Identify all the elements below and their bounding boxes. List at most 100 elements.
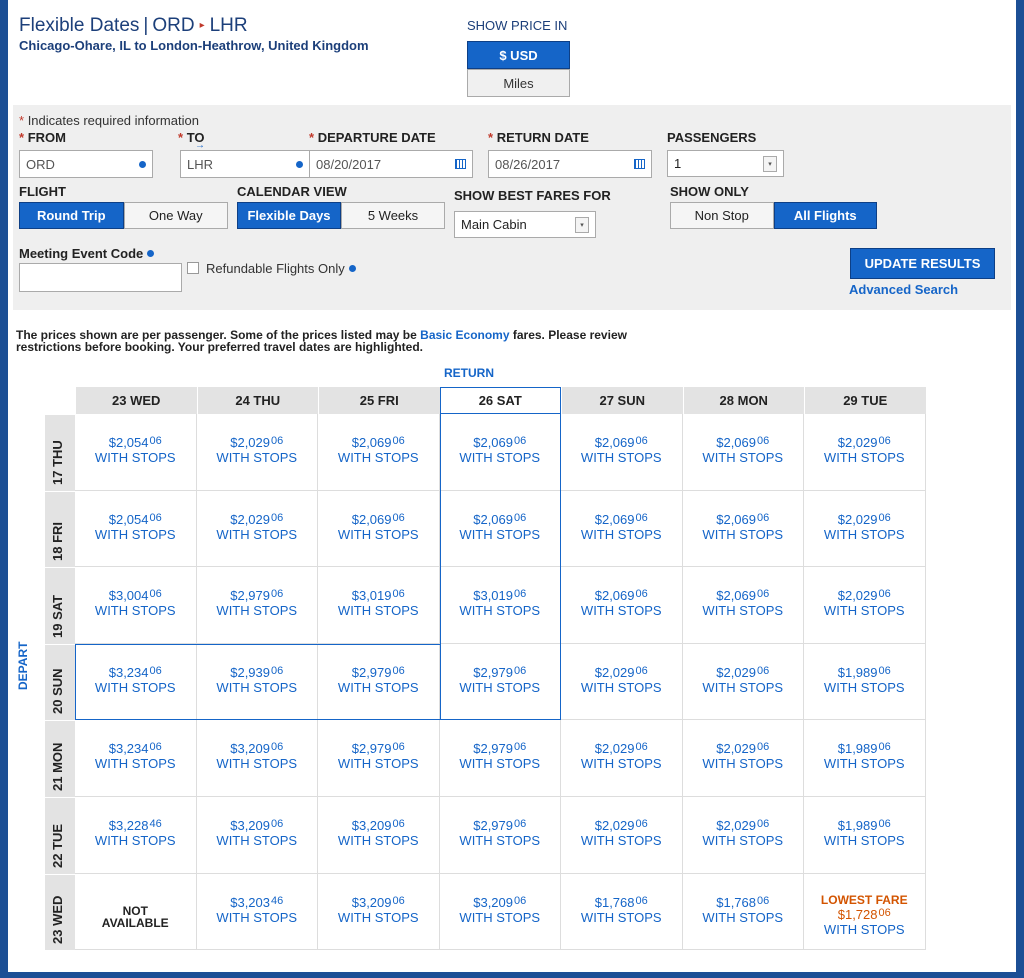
fare-cell[interactable]: $1,98906 WITH STOPS xyxy=(804,643,926,721)
fare-cell[interactable]: $2,06906 WITH STOPS xyxy=(682,567,804,644)
round-trip-button[interactable]: Round Trip xyxy=(19,202,124,229)
passengers-value: 1 xyxy=(674,156,682,171)
one-way-button[interactable]: One Way xyxy=(123,202,228,229)
fare-cell[interactable]: $2,06906 WITH STOPS xyxy=(561,414,683,491)
fare-cell[interactable]: $2,02906 WITH STOPS xyxy=(804,414,926,491)
fare-cell[interactable]: $2,97906 WITH STOPS xyxy=(439,797,561,874)
fare-cell[interactable]: $1,76806 WITH STOPS xyxy=(561,873,683,951)
fare-dollars: $3,203 xyxy=(230,894,270,910)
meeting-code-label-text: Meeting Event Code xyxy=(19,246,144,261)
fare-cell[interactable]: $2,06906 WITH STOPS xyxy=(318,414,440,491)
fare-cell[interactable]: $2,02906 WITH STOPS xyxy=(804,567,926,644)
fare-cell[interactable]: $2,02906 WITH STOPS xyxy=(561,797,683,874)
fare-cell[interactable]: $3,00406 WITH STOPS xyxy=(75,567,197,644)
usd-button[interactable]: $ USD xyxy=(467,41,570,69)
meeting-code-input[interactable] xyxy=(19,263,182,292)
show-only-toggle: Non Stop All Flights xyxy=(670,202,877,229)
depart-axis-label: DEPART xyxy=(16,641,30,690)
fare-cell[interactable]: $3,20906 WITH STOPS xyxy=(318,873,440,951)
swap-arrow-icon[interactable]: → xyxy=(195,140,205,151)
depart-date-header: 19 SAT xyxy=(45,567,75,644)
fare-cell[interactable]: $2,02906 WITH STOPS xyxy=(196,414,318,491)
from-input[interactable]: ORD xyxy=(19,150,153,178)
fare-cell[interactable]: $2,97906 WITH STOPS xyxy=(196,567,318,644)
fare-cell[interactable]: $1,76806 WITH STOPS xyxy=(682,873,804,951)
fare-cell[interactable]: $2,05406 WITH STOPS xyxy=(75,414,197,491)
dropdown-arrow-icon[interactable]: ▾ xyxy=(763,155,777,172)
depart-date-label: 17 THU xyxy=(50,439,65,485)
fare-cell[interactable]: $2,05406 WITH STOPS xyxy=(75,490,197,568)
departure-date-input[interactable]: 08/20/2017 xyxy=(309,150,473,178)
fare-cell[interactable]: $3,20906 WITH STOPS xyxy=(196,720,318,797)
fare-cell[interactable]: $3,23406 WITH STOPS xyxy=(75,720,197,797)
fare-cell[interactable]: $2,06906 WITH STOPS xyxy=(561,490,683,568)
all-flights-button[interactable]: All Flights xyxy=(773,202,877,229)
fare-price: $2,05406 xyxy=(75,434,196,450)
route-arrow-icon: ▸ xyxy=(199,20,205,31)
fare-cell[interactable]: $3,22846 WITH STOPS xyxy=(75,797,197,874)
update-results-button[interactable]: UPDATE RESULTS xyxy=(850,248,995,279)
fare-cell[interactable]: $2,06906 WITH STOPS xyxy=(561,567,683,644)
dropdown-arrow-icon[interactable]: ▾ xyxy=(575,216,589,233)
fare-cell[interactable]: LOWEST FARE $1,72806 WITH STOPS xyxy=(804,873,926,951)
fare-cell[interactable]: $2,02906 WITH STOPS xyxy=(561,720,683,797)
fare-cell[interactable]: $1,98906 WITH STOPS xyxy=(804,797,926,874)
fare-cell[interactable]: $2,97906 WITH STOPS xyxy=(318,643,440,721)
refundable-checkbox[interactable] xyxy=(187,262,199,274)
fare-price: $2,06906 xyxy=(561,511,682,527)
advanced-search-link[interactable]: Advanced Search xyxy=(849,282,959,297)
fare-price: $3,01906 xyxy=(318,587,439,603)
fare-cell[interactable]: $3,20906 WITH STOPS xyxy=(196,797,318,874)
refundable-label-text: Refundable Flights Only xyxy=(206,261,345,276)
fare-cell[interactable]: $2,02906 WITH STOPS xyxy=(561,643,683,721)
fare-cell[interactable]: $3,23406 WITH STOPS xyxy=(75,643,197,721)
fare-cell[interactable]: $2,06906 WITH STOPS xyxy=(318,490,440,568)
fare-cents: 06 xyxy=(757,511,770,524)
info-icon[interactable] xyxy=(147,250,155,257)
basic-economy-link[interactable]: Basic Economy xyxy=(420,328,510,342)
passengers-select[interactable]: 1 ▾ xyxy=(667,150,784,177)
with-stops-label: WITH STOPS xyxy=(337,756,419,772)
fare-cell[interactable]: $2,06906 WITH STOPS xyxy=(439,414,561,491)
location-pin-icon[interactable] xyxy=(296,160,303,168)
five-weeks-button[interactable]: 5 Weeks xyxy=(341,202,445,229)
fare-price: $3,20906 xyxy=(440,894,561,910)
fare-cell[interactable]: $3,20906 WITH STOPS xyxy=(439,873,561,951)
fare-cell[interactable]: $2,93906 WITH STOPS xyxy=(196,643,318,721)
fare-cell[interactable]: $1,98906 WITH STOPS xyxy=(804,720,926,797)
calendar-icon[interactable] xyxy=(634,159,645,169)
fare-cell[interactable]: $2,02906 WITH STOPS xyxy=(804,490,926,568)
fare-cell[interactable]: $2,97906 WITH STOPS xyxy=(318,720,440,797)
fare-cell[interactable]: $2,02906 WITH STOPS xyxy=(682,720,804,797)
to-input[interactable]: LHR xyxy=(180,150,310,178)
fare-cents: 06 xyxy=(757,664,770,677)
fare-dollars: $3,209 xyxy=(351,818,392,833)
route-description: Chicago-Ohare, IL to London-Heathrow, Un… xyxy=(19,38,369,53)
fare-cents: 06 xyxy=(878,741,891,754)
fare-cell[interactable]: $2,97906 WITH STOPS xyxy=(439,643,561,721)
cabin-select[interactable]: Main Cabin ▾ xyxy=(454,211,596,238)
fare-cell[interactable]: $3,20346 WITH STOPS xyxy=(196,873,318,951)
fare-cell[interactable]: $3,20906 WITH STOPS xyxy=(318,797,440,874)
fare-cents: 06 xyxy=(635,894,648,907)
fare-cell[interactable]: $2,97906 WITH STOPS xyxy=(439,720,561,797)
return-date-input[interactable]: 08/26/2017 xyxy=(488,150,652,178)
flexible-days-button[interactable]: Flexible Days xyxy=(237,202,341,229)
fare-cell[interactable]: $2,06906 WITH STOPS xyxy=(682,414,804,491)
fare-price: $2,06906 xyxy=(440,511,561,527)
calendar-icon[interactable] xyxy=(455,159,466,169)
return-date-header: 28 MON xyxy=(682,387,804,414)
fare-cell[interactable]: $3,01906 WITH STOPS xyxy=(439,567,561,644)
fare-cell[interactable]: $2,02906 WITH STOPS xyxy=(682,797,804,874)
location-pin-icon[interactable] xyxy=(139,160,146,168)
fare-cell[interactable]: $2,02906 WITH STOPS xyxy=(682,643,804,721)
fare-dollars: $2,054 xyxy=(108,511,149,527)
info-icon[interactable] xyxy=(348,265,356,272)
fare-dollars: $2,979 xyxy=(351,741,392,757)
non-stop-button[interactable]: Non Stop xyxy=(670,202,774,229)
fare-cell[interactable]: $3,01906 WITH STOPS xyxy=(318,567,440,644)
fare-cell[interactable]: $2,06906 WITH STOPS xyxy=(439,490,561,568)
miles-button[interactable]: Miles xyxy=(467,69,570,97)
fare-cell[interactable]: $2,02906 WITH STOPS xyxy=(196,490,318,568)
fare-cell[interactable]: $2,06906 WITH STOPS xyxy=(682,490,804,568)
